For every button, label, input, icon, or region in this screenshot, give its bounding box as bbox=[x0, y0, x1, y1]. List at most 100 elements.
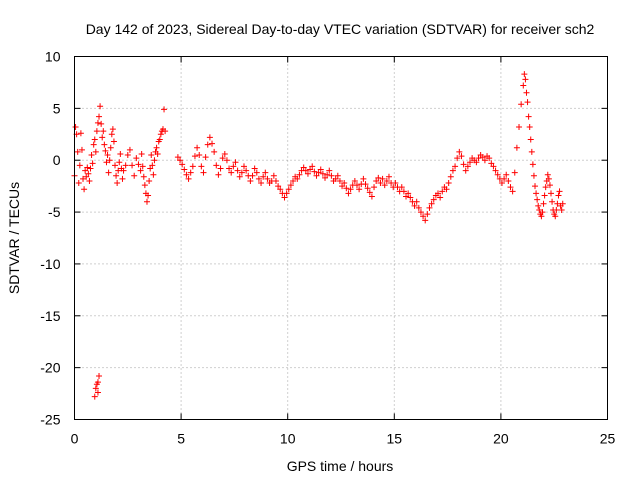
data-point-marker bbox=[107, 144, 114, 151]
data-point-marker bbox=[143, 198, 150, 205]
data-point-marker bbox=[92, 148, 99, 155]
data-point-marker bbox=[334, 172, 341, 179]
data-point-marker bbox=[90, 141, 97, 148]
data-point-marker bbox=[462, 167, 469, 174]
data-point-marker bbox=[139, 163, 146, 170]
data-point-marker bbox=[368, 193, 375, 200]
data-point-marker bbox=[243, 167, 250, 174]
data-point-marker bbox=[356, 186, 363, 193]
data-point-marker bbox=[307, 166, 314, 173]
data-point-marker bbox=[435, 190, 442, 197]
data-point-marker bbox=[109, 126, 116, 133]
data-point-marker bbox=[253, 169, 260, 176]
data-point-marker bbox=[373, 177, 380, 184]
data-point-marker bbox=[379, 175, 386, 182]
data-point-marker bbox=[364, 185, 371, 192]
data-point-marker bbox=[541, 192, 548, 199]
data-point-marker bbox=[322, 174, 329, 181]
data-point-marker bbox=[234, 167, 241, 174]
data-point-marker bbox=[213, 162, 220, 169]
data-point-marker bbox=[260, 173, 267, 180]
data-point-marker bbox=[96, 113, 103, 120]
data-point-marker bbox=[554, 200, 561, 207]
data-point-marker bbox=[251, 165, 258, 172]
data-point-marker bbox=[558, 206, 565, 213]
data-point-marker bbox=[148, 152, 155, 159]
data-point-marker bbox=[505, 177, 512, 184]
data-point-marker bbox=[126, 146, 133, 153]
data-point-marker bbox=[89, 160, 96, 167]
data-point-marker bbox=[290, 177, 297, 184]
data-point-marker bbox=[509, 188, 516, 195]
data-point-marker bbox=[138, 150, 145, 157]
data-point-marker bbox=[535, 202, 542, 209]
data-point-marker bbox=[247, 177, 254, 184]
data-point-marker bbox=[88, 152, 95, 159]
data-point-marker bbox=[549, 198, 556, 205]
data-point-marker bbox=[86, 177, 93, 184]
data-point-marker bbox=[413, 198, 420, 205]
data-point-marker bbox=[294, 175, 301, 182]
data-point-marker bbox=[534, 196, 541, 203]
data-point-marker bbox=[82, 167, 89, 174]
data-point-marker bbox=[200, 169, 207, 176]
data-point-marker bbox=[360, 175, 367, 182]
data-point-marker bbox=[332, 175, 339, 182]
data-point-marker bbox=[449, 167, 456, 174]
data-point-marker bbox=[539, 209, 546, 216]
x-tick-label: 15 bbox=[387, 431, 403, 447]
data-point-marker bbox=[548, 190, 555, 197]
x-tick-label: 25 bbox=[600, 431, 616, 447]
data-point-marker bbox=[183, 171, 190, 178]
data-point-marker bbox=[116, 159, 123, 166]
data-point-marker bbox=[494, 171, 501, 178]
data-point-marker bbox=[77, 130, 84, 137]
data-point-marker bbox=[525, 113, 532, 120]
data-point-marker bbox=[481, 157, 488, 164]
data-point-marker bbox=[137, 167, 144, 174]
data-point-marker bbox=[507, 184, 514, 191]
data-point-marker bbox=[179, 161, 186, 168]
data-point-marker bbox=[217, 165, 224, 172]
y-tick-label: 0 bbox=[53, 152, 61, 168]
data-point-marker bbox=[381, 182, 388, 189]
x-axis-label: GPS time / hours bbox=[287, 458, 394, 474]
data-point-marker bbox=[523, 89, 530, 96]
data-point-marker bbox=[154, 150, 161, 157]
data-point-marker bbox=[87, 165, 94, 172]
data-point-marker bbox=[194, 144, 201, 151]
data-point-marker bbox=[417, 209, 424, 216]
data-point-marker bbox=[311, 168, 318, 175]
data-point-marker bbox=[524, 99, 531, 106]
data-point-marker bbox=[174, 154, 181, 161]
data-point-marker bbox=[102, 147, 109, 154]
data-point-marker bbox=[255, 175, 262, 182]
data-point-marker bbox=[443, 186, 450, 193]
data-point-marker bbox=[189, 163, 196, 170]
data-point-marker bbox=[272, 177, 279, 184]
data-point-marker bbox=[112, 162, 119, 169]
data-point-marker bbox=[351, 177, 358, 184]
data-point-marker bbox=[545, 175, 552, 182]
data-point-marker bbox=[113, 172, 120, 179]
data-point-marker bbox=[131, 172, 138, 179]
plot-frame bbox=[74, 56, 608, 420]
y-tick-label: -15 bbox=[40, 308, 60, 324]
data-point-marker bbox=[392, 180, 399, 187]
data-point-marker bbox=[552, 213, 559, 220]
grid-layer bbox=[74, 56, 608, 420]
data-point-marker bbox=[198, 163, 205, 170]
data-point-marker bbox=[91, 393, 98, 400]
data-point-marker bbox=[458, 153, 465, 160]
data-point-marker bbox=[546, 182, 553, 189]
data-point-marker bbox=[302, 167, 309, 174]
x-tick-label: 0 bbox=[71, 431, 79, 447]
data-point-marker bbox=[98, 120, 105, 127]
data-point-marker bbox=[529, 161, 536, 168]
data-point-marker bbox=[527, 136, 534, 143]
data-point-marker bbox=[521, 71, 528, 78]
data-point-marker bbox=[353, 182, 360, 189]
data-point-marker bbox=[221, 150, 228, 157]
data-point-marker bbox=[415, 204, 422, 211]
